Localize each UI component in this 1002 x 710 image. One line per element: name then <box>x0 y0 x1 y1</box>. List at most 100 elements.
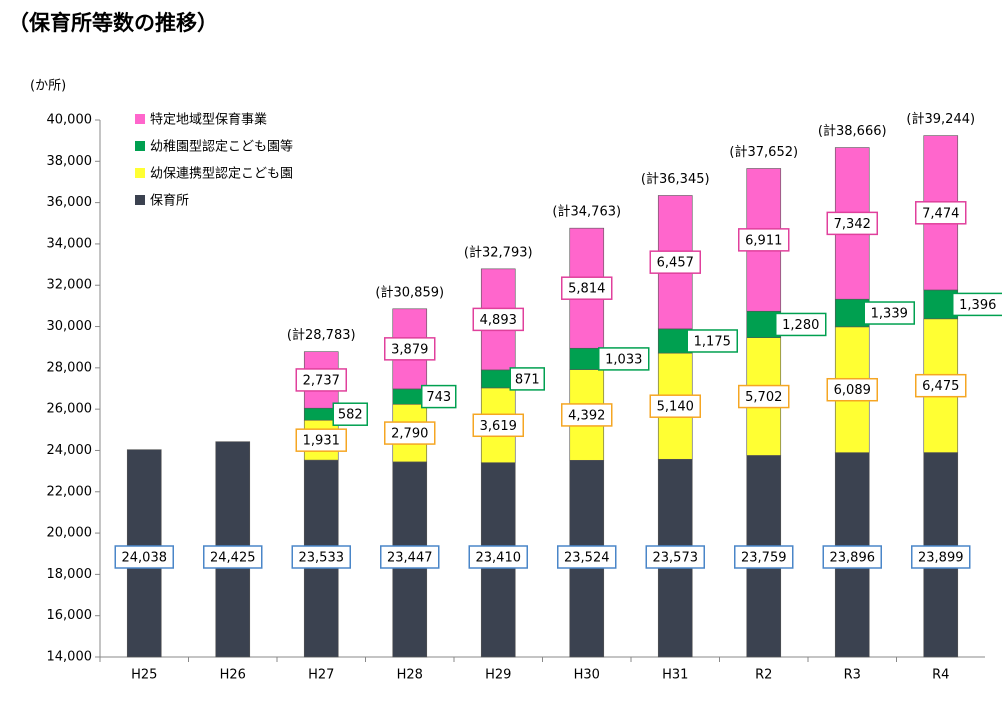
value-label: 23,410 <box>476 551 522 566</box>
value-label: 3,879 <box>391 342 428 357</box>
x-tick-label: H27 <box>308 668 334 683</box>
value-label-box <box>826 211 878 236</box>
value-label: 23,447 <box>387 551 433 566</box>
y-tick-label: 32,000 <box>47 278 93 293</box>
y-axis-label: (か所) <box>30 79 66 94</box>
value-label-box <box>509 367 545 391</box>
total-label: (計34,763) <box>552 204 621 220</box>
legend-label: 特定地域型保育事業 <box>150 112 267 128</box>
value-label: 4,893 <box>480 313 517 328</box>
value-label-box <box>468 545 528 569</box>
value-label-box <box>738 228 790 252</box>
x-tick-label: H31 <box>662 668 688 683</box>
value-label: 24,425 <box>210 551 256 566</box>
value-label: 5,702 <box>745 390 782 405</box>
y-tick-label: 30,000 <box>47 319 93 334</box>
value-label-box <box>203 545 263 569</box>
y-tick-label: 38,000 <box>47 154 93 169</box>
value-label: 4,392 <box>568 408 605 423</box>
value-label-box <box>645 545 705 569</box>
value-label-box <box>472 307 524 332</box>
value-label-box <box>826 377 878 402</box>
value-label: 1,280 <box>782 318 819 333</box>
value-label-box <box>915 373 967 398</box>
value-label-box <box>332 402 368 426</box>
value-label: 6,457 <box>657 256 694 271</box>
value-label-box <box>915 201 967 225</box>
y-tick-label: 14,000 <box>47 650 93 665</box>
y-tick-label: 34,000 <box>47 236 93 251</box>
value-label-box <box>775 312 827 337</box>
value-label-box <box>561 403 613 427</box>
y-tick-label: 18,000 <box>47 567 93 582</box>
value-label: 743 <box>426 390 451 405</box>
legend-label: 幼保連携型認定こども園 <box>150 166 293 182</box>
value-label-box <box>686 329 738 353</box>
value-label-box <box>291 545 351 569</box>
value-label: 6,911 <box>745 233 782 248</box>
total-label: (計32,793) <box>464 244 533 260</box>
value-label: 1,175 <box>694 334 731 349</box>
value-label: 6,475 <box>922 379 959 394</box>
value-label: 7,342 <box>834 217 871 232</box>
legend-label: 保育所 <box>150 193 189 209</box>
value-label-box <box>649 394 701 418</box>
x-tick-label: R4 <box>932 668 949 683</box>
value-label: 2,737 <box>303 373 340 388</box>
value-label: 23,524 <box>564 551 610 566</box>
x-tick-label: H26 <box>220 668 246 683</box>
value-label-box <box>952 292 1002 317</box>
value-label: 1,033 <box>605 352 642 367</box>
value-label-box <box>863 301 915 325</box>
x-tick-label: R2 <box>755 668 772 683</box>
x-tick-label: H29 <box>485 668 511 683</box>
value-label: 5,814 <box>568 282 605 297</box>
total-label: (計37,652) <box>729 144 798 160</box>
x-tick-label: H28 <box>397 668 423 683</box>
value-label: 23,759 <box>741 551 787 566</box>
value-label: 23,896 <box>830 551 876 566</box>
value-label-box <box>421 384 457 409</box>
value-label: 582 <box>338 408 363 423</box>
value-label: 5,140 <box>657 400 694 415</box>
value-label: 24,038 <box>122 551 168 566</box>
value-label-box <box>822 545 882 569</box>
value-label-box <box>734 545 794 569</box>
value-label-box <box>295 368 347 392</box>
total-label: (計36,345) <box>641 171 710 187</box>
y-tick-label: 26,000 <box>47 402 93 417</box>
value-label-box <box>649 250 701 274</box>
y-tick-label: 16,000 <box>47 608 93 623</box>
value-label: 23,899 <box>918 551 964 566</box>
value-label-box <box>598 347 650 371</box>
value-label-box <box>380 545 440 569</box>
y-tick-label: 22,000 <box>47 484 93 499</box>
y-tick-label: 24,000 <box>47 443 93 458</box>
value-label: 1,931 <box>303 434 340 449</box>
legend-swatch <box>135 168 145 178</box>
total-label: (計28,783) <box>287 327 356 343</box>
value-label-box <box>384 421 436 445</box>
value-label: 2,790 <box>391 427 428 442</box>
value-label-box <box>557 545 617 569</box>
value-label: 1,339 <box>871 307 908 322</box>
value-label-box <box>561 276 613 300</box>
value-label-box <box>114 545 174 569</box>
total-label: (計38,666) <box>818 123 887 139</box>
value-label-box <box>738 384 790 409</box>
x-tick-label: H25 <box>131 668 157 683</box>
chart-title: （保育所等数の推移） <box>8 11 218 35</box>
y-tick-label: 20,000 <box>47 526 93 541</box>
total-label: (計30,859) <box>375 284 444 300</box>
value-label: 6,089 <box>834 383 871 398</box>
x-tick-label: R3 <box>844 668 861 683</box>
value-label-box <box>472 413 524 438</box>
value-label-box <box>295 428 347 452</box>
legend-swatch <box>135 141 145 151</box>
legend-label: 幼稚園型認定こども園等 <box>150 139 293 155</box>
y-tick-label: 40,000 <box>47 113 93 128</box>
legend-swatch <box>135 114 145 124</box>
value-label-box <box>384 337 436 361</box>
total-label: (計39,244) <box>906 111 975 127</box>
